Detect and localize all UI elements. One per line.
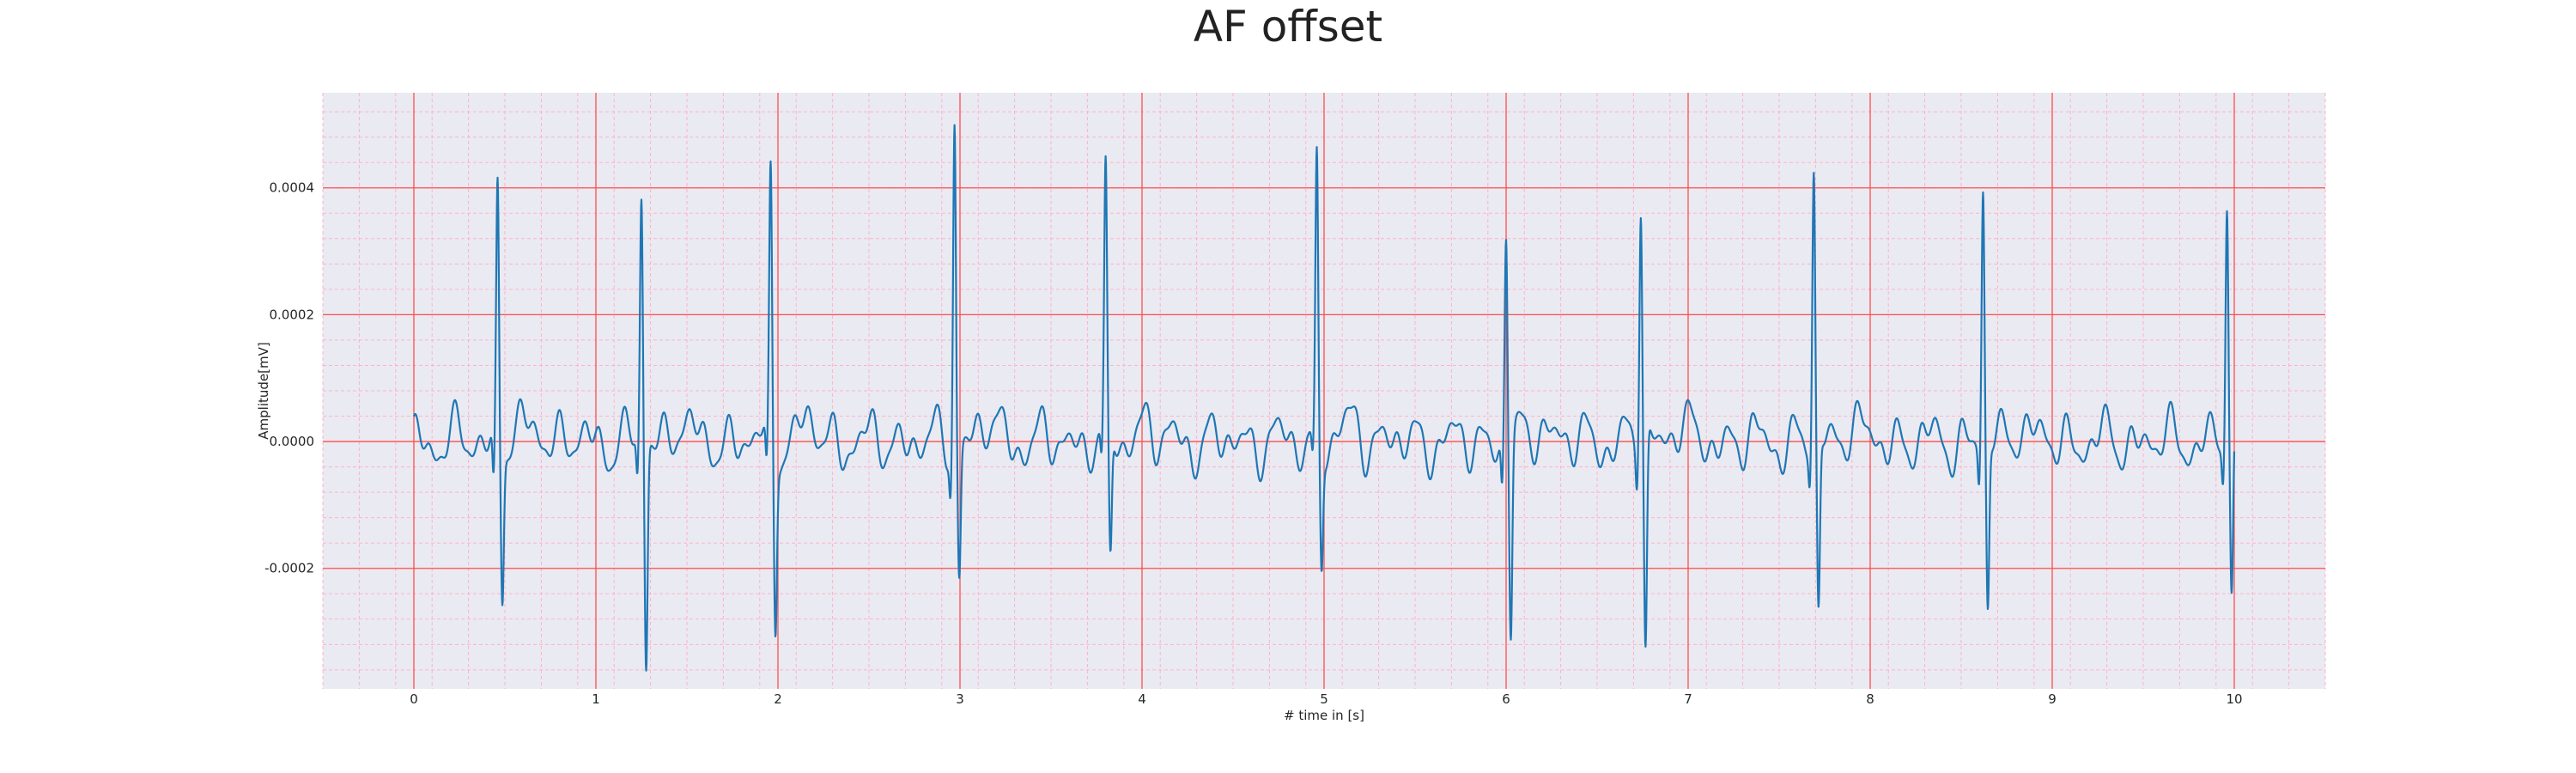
x-tick-label: 10	[2226, 691, 2242, 707]
x-axis-label: # time in [s]	[1284, 708, 1364, 723]
y-tick-label: 0.0004	[270, 180, 315, 196]
y-tick-label: 0.0002	[270, 307, 315, 322]
x-tick-label: 0	[410, 691, 418, 707]
y-tick-label: -0.0002	[264, 561, 314, 576]
series-layer	[412, 124, 2236, 672]
x-tick-labels: 0 1 2 3 4 5 6 7 8 9 10	[410, 691, 2242, 707]
x-tick-label: 3	[956, 691, 964, 707]
x-tick-label: 2	[774, 691, 782, 707]
y-tick-labels: -0.0002 0.0000 0.0002 0.0004	[264, 180, 314, 576]
x-tick-label: 5	[1320, 691, 1328, 707]
chart-title: AF offset	[1193, 2, 1383, 52]
x-tick-label: 9	[2048, 691, 2057, 707]
x-tick-label: 8	[1866, 691, 1874, 707]
x-tick-label: 7	[1684, 691, 1692, 707]
x-tick-label: 4	[1138, 691, 1146, 707]
x-tick-label: 1	[592, 691, 600, 707]
major-grid	[323, 93, 2325, 689]
series-line-0	[412, 124, 2236, 672]
y-axis-label: Amplitude[mV]	[256, 342, 271, 439]
x-tick-label: 6	[1502, 691, 1510, 707]
y-tick-label: 0.0000	[270, 434, 315, 449]
